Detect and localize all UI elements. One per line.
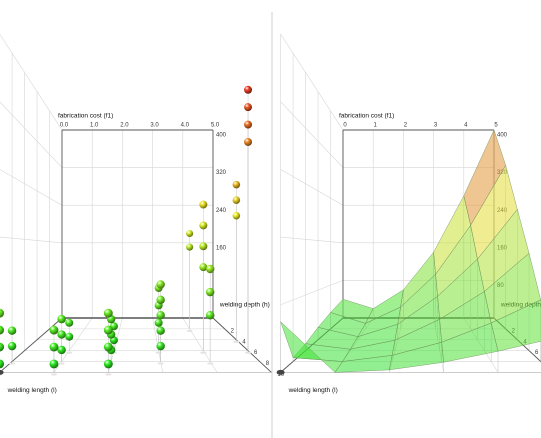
sphere [103, 359, 113, 369]
axis-title: welding length (l) [288, 387, 338, 394]
sphere [0, 359, 5, 369]
axis-title: fabrication cost (f1) [58, 113, 113, 120]
sphere [65, 332, 74, 341]
sphere [186, 229, 194, 238]
x-tick-label: 5.0 [211, 123, 220, 129]
sphere [156, 295, 165, 305]
y-tick-label: 8 [266, 361, 270, 367]
sphere [199, 221, 208, 230]
sphere [49, 359, 59, 369]
x-tick-label: 4.0 [181, 123, 190, 129]
side-grid-line [280, 280, 344, 305]
x-tick-label: 4 [464, 123, 468, 129]
x-tick-label: 5 [494, 123, 498, 129]
axis-title: welding depth (h) [219, 301, 270, 308]
point-shadow [58, 362, 65, 365]
y-tick-label: 4 [242, 339, 246, 345]
sphere [0, 308, 5, 318]
side-grid-line [0, 101, 63, 168]
x-tick-label: 3 [434, 123, 438, 129]
sphere [232, 180, 241, 189]
sphere [0, 325, 5, 335]
sphere [156, 311, 165, 320]
x-tick-label: 2.0 [120, 123, 129, 129]
sphere [154, 318, 163, 327]
y-tick-label: 6 [535, 350, 539, 356]
sphere [156, 326, 165, 335]
sphere [57, 330, 66, 339]
side-grid-line [280, 236, 344, 244]
axis-title: fabrication cost (f1) [339, 113, 394, 120]
z-tick-label: 320 [216, 170, 227, 176]
side-grid-line [0, 169, 63, 206]
sphere [49, 342, 59, 352]
sphere [7, 326, 17, 335]
y-axis [212, 317, 272, 373]
sphere [199, 263, 208, 272]
sphere [65, 318, 74, 327]
sphere [103, 325, 113, 335]
sphere [232, 196, 241, 204]
x-tick-label: 3.0 [150, 123, 159, 129]
sphere [103, 342, 113, 352]
z-tick-label: 240 [216, 208, 227, 214]
sphere [205, 287, 215, 297]
y-tick-label: 6 [254, 350, 258, 356]
x-tick-label: 2 [404, 123, 408, 129]
point-shadow [66, 351, 73, 354]
z-tick-label: 400 [497, 133, 508, 139]
sphere [7, 341, 17, 351]
side-grid-line [0, 34, 63, 131]
point-shadow [207, 362, 214, 365]
sphere [156, 280, 165, 289]
sphere [232, 211, 241, 220]
side-grid-line [0, 236, 63, 244]
sphere [103, 308, 113, 318]
sphere [244, 85, 253, 94]
z-tick-label: 400 [216, 133, 227, 139]
sphere [205, 264, 215, 274]
point-shadow [155, 351, 162, 354]
sphere [0, 342, 5, 352]
x-tick-label: 0.0 [60, 123, 69, 129]
side-grid-line [280, 169, 344, 206]
sphere [186, 243, 194, 251]
sphere [57, 345, 66, 355]
point-shadow [200, 351, 207, 354]
sphere [49, 325, 59, 335]
x-tick-label: 1 [374, 123, 378, 129]
axis-title: welding length (l) [7, 387, 57, 394]
corner-marker [276, 369, 285, 375]
sphere [244, 137, 253, 146]
z-tick-label: 160 [216, 245, 227, 251]
point-shadow [245, 351, 252, 354]
side-grid-line [280, 33, 344, 131]
sphere [57, 314, 66, 324]
x-tick-label: 1.0 [90, 123, 99, 129]
sphere [244, 103, 253, 112]
point-shadow [233, 340, 240, 343]
x-tick-label: 0 [343, 123, 347, 129]
surface-patch [490, 299, 541, 352]
y-tick-label: 10 [277, 372, 284, 378]
side-grid-line [280, 101, 344, 168]
sphere [199, 242, 208, 251]
point-shadow [50, 373, 57, 376]
point-shadow [157, 362, 164, 365]
point-shadow [186, 329, 193, 332]
point-shadow [105, 373, 112, 376]
sphere [205, 311, 215, 320]
sphere [156, 341, 165, 351]
point-shadow [9, 362, 16, 365]
corner-marker [0, 369, 4, 375]
sphere [244, 120, 253, 129]
y-tick-label: 2 [231, 328, 235, 334]
sphere [199, 200, 208, 209]
